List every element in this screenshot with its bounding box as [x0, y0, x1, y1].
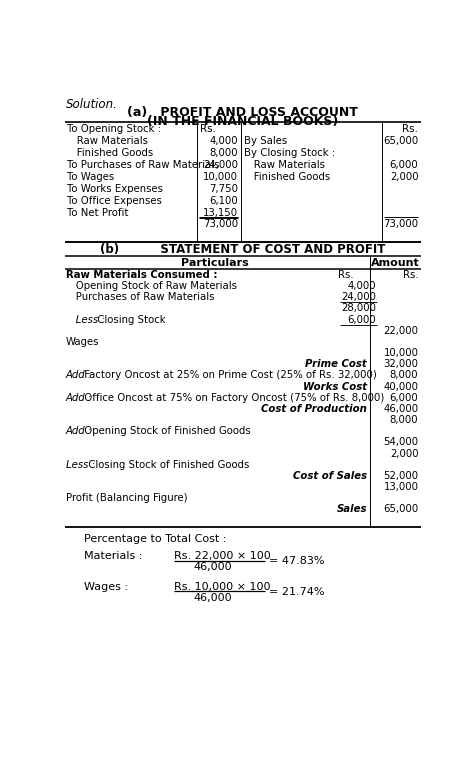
Text: 73,000: 73,000 — [203, 220, 238, 230]
Text: To Opening Stock :: To Opening Stock : — [67, 124, 161, 134]
Text: Cost of Production: Cost of Production — [261, 404, 367, 414]
Text: 46,000: 46,000 — [194, 593, 232, 603]
Text: 7,750: 7,750 — [210, 184, 238, 194]
Text: 8,000: 8,000 — [210, 148, 238, 158]
Text: Solution.: Solution. — [66, 98, 118, 111]
Text: Raw Materials: Raw Materials — [245, 160, 326, 169]
Text: Works Cost: Works Cost — [303, 382, 367, 391]
Text: 65,000: 65,000 — [383, 505, 419, 515]
Text: To Office Expenses: To Office Expenses — [67, 195, 162, 206]
Text: Opening Stock of Finished Goods: Opening Stock of Finished Goods — [82, 426, 251, 436]
Text: Add :: Add : — [66, 393, 92, 403]
Text: 4,000: 4,000 — [347, 281, 376, 291]
Text: Percentage to Total Cost :: Percentage to Total Cost : — [83, 534, 226, 544]
Text: 6,100: 6,100 — [210, 195, 238, 206]
Text: To Works Expenses: To Works Expenses — [67, 184, 164, 194]
Text: 65,000: 65,000 — [383, 136, 419, 146]
Text: Rs.: Rs. — [402, 124, 419, 134]
Text: 13,000: 13,000 — [383, 482, 419, 492]
Text: = 21.74%: = 21.74% — [269, 587, 325, 597]
Text: Add :: Add : — [66, 370, 92, 381]
Text: Profit (Balancing Figure): Profit (Balancing Figure) — [66, 493, 187, 503]
Text: 32,000: 32,000 — [383, 359, 419, 369]
Text: (b)          STATEMENT OF COST AND PROFIT: (b) STATEMENT OF COST AND PROFIT — [100, 243, 386, 256]
Text: 6,000: 6,000 — [390, 160, 419, 169]
Text: 4,000: 4,000 — [210, 136, 238, 146]
Text: 2,000: 2,000 — [390, 172, 419, 182]
Text: By Closing Stock :: By Closing Stock : — [245, 148, 336, 158]
Text: = 47.83%: = 47.83% — [269, 556, 325, 566]
Text: Rs. 10,000 × 100: Rs. 10,000 × 100 — [174, 582, 271, 592]
Text: Closing Stock: Closing Stock — [94, 315, 165, 325]
Text: 73,000: 73,000 — [383, 220, 419, 230]
Text: Purchases of Raw Materials: Purchases of Raw Materials — [66, 293, 214, 302]
Text: Cost of Sales: Cost of Sales — [293, 471, 367, 481]
Text: Office Oncost at 75% on Factory Oncost (75% of Rs. 8,000): Office Oncost at 75% on Factory Oncost (… — [82, 393, 385, 403]
Text: Rs.: Rs. — [338, 271, 354, 280]
Text: Raw Materials: Raw Materials — [67, 136, 148, 146]
Text: Prime Cost: Prime Cost — [305, 359, 367, 369]
Text: Rs.: Rs. — [200, 124, 216, 134]
Text: To Purchases of Raw Materials: To Purchases of Raw Materials — [67, 160, 220, 169]
Text: 24,000: 24,000 — [203, 160, 238, 169]
Text: 6,000: 6,000 — [390, 393, 419, 403]
Text: Less :: Less : — [66, 460, 95, 470]
Text: 24,000: 24,000 — [341, 293, 376, 302]
Text: 8,000: 8,000 — [390, 370, 419, 381]
Text: 46,000: 46,000 — [383, 404, 419, 414]
Text: 40,000: 40,000 — [383, 382, 419, 391]
Text: 22,000: 22,000 — [383, 326, 419, 336]
Text: To Wages: To Wages — [67, 172, 115, 182]
Text: Finished Goods: Finished Goods — [245, 172, 331, 182]
Text: Less :: Less : — [66, 315, 105, 325]
Text: Particulars: Particulars — [181, 258, 248, 268]
Text: 13,150: 13,150 — [203, 207, 238, 217]
Text: Amount: Amount — [371, 258, 420, 268]
Text: Materials :: Materials : — [83, 551, 142, 562]
Text: (a)   PROFIT AND LOSS ACCOUNT: (a) PROFIT AND LOSS ACCOUNT — [128, 106, 358, 119]
Text: Opening Stock of Raw Materials: Opening Stock of Raw Materials — [66, 281, 237, 291]
Text: 8,000: 8,000 — [390, 415, 419, 425]
Text: 46,000: 46,000 — [194, 562, 232, 572]
Text: Closing Stock of Finished Goods: Closing Stock of Finished Goods — [84, 460, 249, 470]
Text: (IN THE FINANCIAL BOOKS): (IN THE FINANCIAL BOOKS) — [147, 115, 338, 128]
Text: Rs.: Rs. — [403, 271, 419, 280]
Text: 52,000: 52,000 — [383, 471, 419, 481]
Text: Factory Oncost at 25% on Prime Cost (25% of Rs. 32,000): Factory Oncost at 25% on Prime Cost (25%… — [82, 370, 377, 381]
Text: Wages: Wages — [66, 337, 100, 347]
Text: Wages :: Wages : — [83, 582, 128, 592]
Text: 54,000: 54,000 — [383, 438, 419, 448]
Text: Rs. 22,000 × 100: Rs. 22,000 × 100 — [174, 551, 271, 562]
Text: Add :: Add : — [66, 426, 92, 436]
Text: 28,000: 28,000 — [341, 303, 376, 313]
Text: 10,000: 10,000 — [383, 348, 419, 358]
Text: Raw Materials Consumed :: Raw Materials Consumed : — [66, 270, 217, 280]
Text: By Sales: By Sales — [245, 136, 288, 146]
Text: 2,000: 2,000 — [390, 448, 419, 458]
Text: 10,000: 10,000 — [203, 172, 238, 182]
Text: Finished Goods: Finished Goods — [67, 148, 154, 158]
Text: Sales: Sales — [337, 505, 367, 515]
Text: To Net Profit: To Net Profit — [67, 207, 129, 217]
Text: 6,000: 6,000 — [347, 315, 376, 325]
